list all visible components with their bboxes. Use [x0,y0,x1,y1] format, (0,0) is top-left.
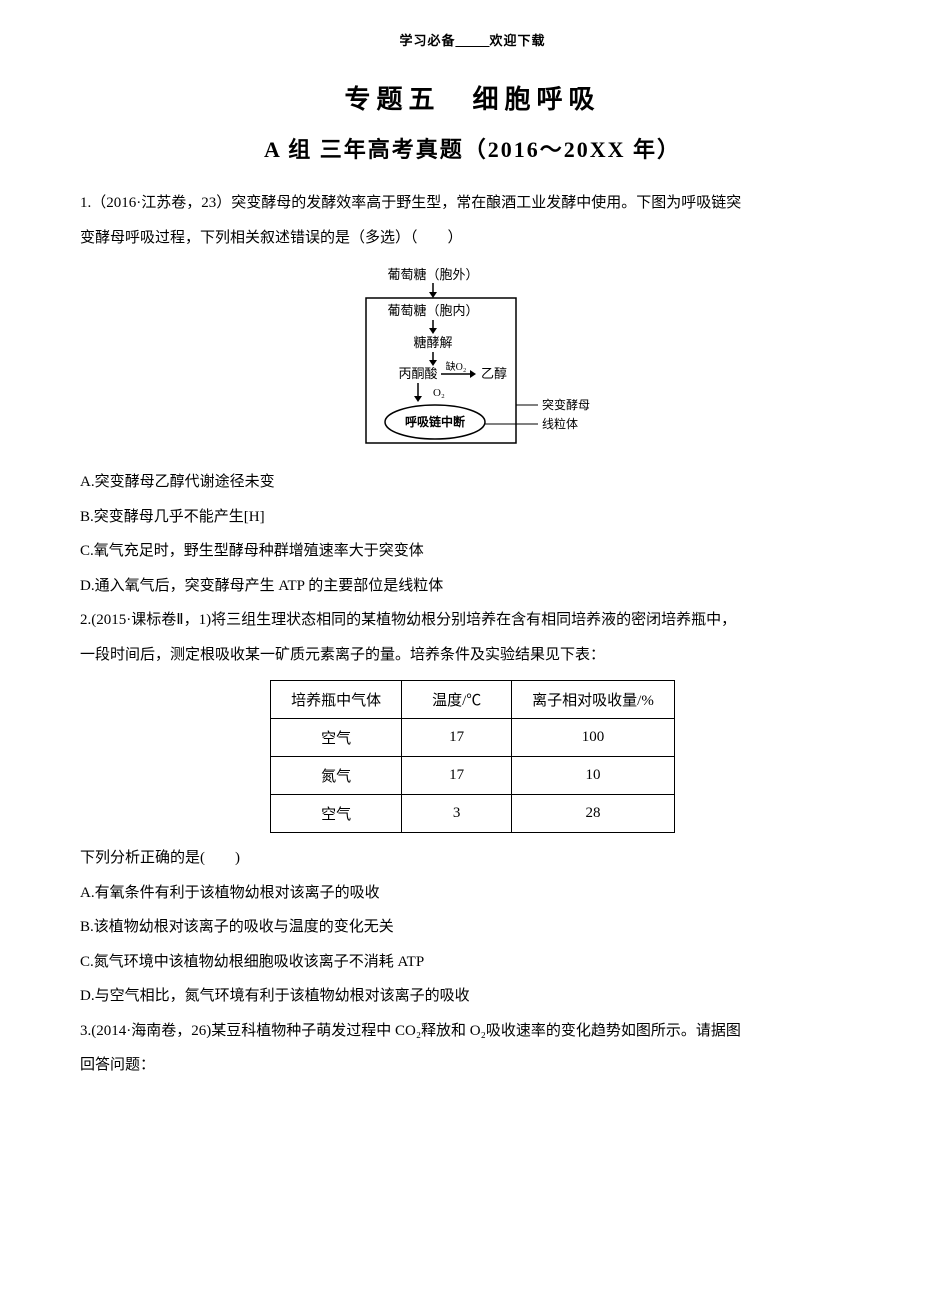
diagram-o2: O₂ [433,387,445,399]
q1-stem-line2: 变酵母呼吸过程，下列相关叙述错误的是（多选）（ ） [80,221,865,256]
table-cell: 空气 [271,719,402,757]
header-note-left: 学习必备 [399,33,455,48]
q1-diagram: 葡萄糖（胞外） 葡萄糖（胞内） 糖酵解 丙酮酸 缺O₂ 乙醇 O₂ 呼吸链中断 [328,265,618,455]
diagram-glucose-out: 葡萄糖（胞外） [387,267,478,282]
title-sub: A 组 三年高考真题（2016～20XX 年） [80,132,865,164]
question-2: 2.(2015·课标卷Ⅱ，1)将三组生理状态相同的某植物幼根分别培养在含有相同培… [80,603,865,672]
diagram-glucose-in: 葡萄糖（胞内） [387,303,478,318]
title-main: 专题五 细胞呼吸 [80,79,865,116]
header-note-dashes: ____ [456,33,490,48]
q2-table: 培养瓶中气体 温度/℃ 离子相对吸收量/% 空气 17 100 氮气 17 10… [270,680,675,833]
table-col-absorb: 离子相对吸收量/% [512,681,675,719]
q2-options: A.有氧条件有利于该植物幼根对该离子的吸收 B.该植物幼根对该离子的吸收与温度的… [80,876,865,1014]
diagram-mitochondria-label: 线粒体 [542,416,578,431]
q2-stem-line3: 下列分析正确的是( ) [80,841,865,876]
diagram-ethanol: 乙醇 [480,366,506,381]
q1-options: A.突变酵母乙醇代谢途径未变 B.突变酵母几乎不能产生[H] C.氧气充足时，野… [80,465,865,603]
q3-stem-line1: 3.(2014·海南卷，26)某豆科植物种子萌发过程中 CO₂释放和 O₂吸收速… [80,1014,865,1049]
header-note: 学习必备____欢迎下载 [80,30,865,49]
q2-opt-b: B.该植物幼根对该离子的吸收与温度的变化无关 [80,910,865,945]
table-cell: 100 [512,719,675,757]
table-col-gas: 培养瓶中气体 [271,681,402,719]
table-row: 空气 3 28 [271,795,675,833]
q1-stem-line1: 1.（2016·江苏卷，23）突变酵母的发酵效率高于野生型，常在酿酒工业发酵中使… [80,186,865,221]
table-col-temp: 温度/℃ [402,681,512,719]
q2-stem-line2: 一段时间后，测定根吸收某一矿质元素离子的量。培养条件及实验结果见下表： [80,638,865,673]
header-note-right: 欢迎下载 [490,33,546,48]
q2-table-container: 培养瓶中气体 温度/℃ 离子相对吸收量/% 空气 17 100 氮气 17 10… [80,680,865,833]
table-row: 氮气 17 10 [271,757,675,795]
table-cell: 17 [402,719,512,757]
table-cell: 空气 [271,795,402,833]
table-row: 空气 17 100 [271,719,675,757]
q2-opt-c: C.氮气环境中该植物幼根细胞吸收该离子不消耗 ATP [80,945,865,980]
table-cell: 28 [512,795,675,833]
diagram-lack-o2: 缺O₂ [445,360,466,373]
q3-stem-line2: 回答问题： [80,1048,865,1083]
diagram-chain-break: 呼吸链中断 [404,414,464,429]
diagram-pyruvate: 丙酮酸 [398,366,437,381]
q1-opt-a: A.突变酵母乙醇代谢途径未变 [80,465,865,500]
q2-opt-d: D.与空气相比，氮气环境有利于该植物幼根对该离子的吸收 [80,979,865,1014]
q1-opt-d: D.通入氧气后，突变酵母产生 ATP 的主要部位是线粒体 [80,569,865,604]
q2-opt-a: A.有氧条件有利于该植物幼根对该离子的吸收 [80,876,865,911]
table-cell: 3 [402,795,512,833]
table-cell: 10 [512,757,675,795]
diagram-glycolysis: 糖酵解 [413,335,452,350]
q1-opt-c: C.氧气充足时，野生型酵母种群增殖速率大于突变体 [80,534,865,569]
question-3: 3.(2014·海南卷，26)某豆科植物种子萌发过程中 CO₂释放和 O₂吸收速… [80,1014,865,1083]
table-cell: 17 [402,757,512,795]
diagram-mutant-yeast: 突变酵母 [542,397,590,412]
table-cell: 氮气 [271,757,402,795]
table-header-row: 培养瓶中气体 温度/℃ 离子相对吸收量/% [271,681,675,719]
question-1: 1.（2016·江苏卷，23）突变酵母的发酵效率高于野生型，常在酿酒工业发酵中使… [80,186,865,255]
q2-stem-line1: 2.(2015·课标卷Ⅱ，1)将三组生理状态相同的某植物幼根分别培养在含有相同培… [80,603,865,638]
q2-continued: 下列分析正确的是( ) [80,841,865,876]
q1-diagram-container: 葡萄糖（胞外） 葡萄糖（胞内） 糖酵解 丙酮酸 缺O₂ 乙醇 O₂ 呼吸链中断 [80,265,865,455]
q1-opt-b: B.突变酵母几乎不能产生[H] [80,500,865,535]
